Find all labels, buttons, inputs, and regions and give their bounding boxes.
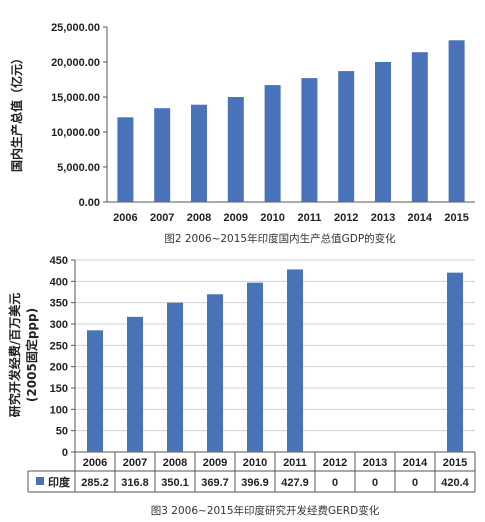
- gdp-x-tick-label: 2011: [297, 212, 321, 224]
- gdp-bar: [227, 97, 244, 202]
- gdp-x-tick-label: 2014: [408, 212, 433, 224]
- gerd-y-tick-label: 0: [62, 447, 68, 459]
- gdp-bars: [117, 40, 465, 203]
- gerd-x-tick-label: 2014: [403, 457, 428, 469]
- gdp-bar: [191, 104, 207, 202]
- gerd-y-tick-label: 200: [50, 362, 68, 374]
- gerd-table-value: 0: [372, 477, 378, 489]
- gdp-y-ticks: 0.00 5,000.00 10,000.00 15,000.00 20,000.00 2…: [51, 22, 107, 209]
- gdp-caption: 图2 2006~2015年印度国内生产总值GDP的变化: [164, 232, 396, 245]
- gdp-bar: [448, 40, 465, 202]
- gerd-x-tick-label: 2010: [243, 457, 267, 469]
- gdp-x-tick-label: 2015: [444, 212, 468, 224]
- gdp-x-tick-label: 2008: [187, 212, 211, 224]
- gerd-table-value: 369.7: [201, 477, 229, 489]
- gerd-bar: [247, 282, 263, 452]
- gerd-caption: 图3 2006~2015年印度研究开发经费GERD变化: [151, 504, 380, 517]
- gerd-x-tick-label: 2006: [83, 457, 107, 469]
- gerd-x-tick-label: 2008: [163, 457, 187, 469]
- gerd-y-tick-label: 350: [50, 298, 68, 310]
- gerd-y-tick-label: 400: [50, 276, 68, 288]
- gerd-bar: [287, 269, 303, 452]
- gerd-x-tick-label: 2011: [283, 457, 307, 469]
- gerd-bar: [87, 330, 103, 452]
- gerd-bar: [127, 316, 143, 452]
- gerd-table-value: 350.1: [161, 477, 189, 489]
- gdp-bar: [338, 71, 355, 202]
- gdp-y-tick-label: 15,000.00: [51, 92, 100, 104]
- gerd-bar: [167, 302, 183, 452]
- gerd-y-tick-label: 300: [50, 319, 68, 331]
- gerd-y-tick-label: 250: [50, 340, 68, 352]
- gerd-table-value: 427.9: [281, 477, 309, 489]
- gdp-chart: 0.00 5,000.00 10,000.00 15,000.00 20,000.00 2…: [9, 22, 475, 245]
- gdp-bar: [411, 52, 428, 203]
- gerd-legend-key: [36, 477, 44, 485]
- gdp-bar: [154, 108, 171, 202]
- gdp-y-tick-label: 25,000.00: [51, 22, 100, 34]
- gerd-x-tick-label: 2012: [323, 457, 347, 469]
- gerd-y-ticks: 0 50 100 150 200 250 300 350 400 450: [50, 255, 75, 459]
- gerd-bars: [87, 269, 463, 452]
- gdp-x-tick-label: 2007: [150, 212, 174, 224]
- gdp-x-tick-label: 2006: [113, 212, 137, 224]
- gdp-bar: [117, 117, 134, 202]
- gerd-table-value: 0: [412, 477, 418, 489]
- gdp-y-tick-label: 0.00: [79, 197, 100, 209]
- gerd-x-tick-label: 2007: [123, 457, 147, 469]
- gdp-x-tick-label: 2009: [224, 212, 248, 224]
- gerd-bar: [447, 272, 463, 452]
- gdp-bar: [264, 85, 281, 202]
- gerd-table-value: 285.2: [81, 477, 109, 489]
- gdp-x-tick-label: 2013: [371, 212, 395, 224]
- gerd-legend-label: 印度: [48, 475, 71, 489]
- gerd-y-tick-label: 450: [50, 255, 68, 267]
- gerd-data-table: 2006 285.2 2007 316.8 2008 350.1 2009 369.7 2010…: [27, 452, 476, 493]
- gdp-x-tick-label: 2012: [334, 212, 358, 224]
- gerd-x-tick-label: 2009: [203, 457, 227, 469]
- gerd-table-value: 420.4: [441, 477, 469, 489]
- gerd-y-tick-label: 50: [56, 426, 68, 438]
- gdp-x-tick-label: 2010: [260, 212, 284, 224]
- gerd-table-value: 396.9: [241, 477, 269, 489]
- gdp-y-tick-label: 5,000.00: [57, 162, 100, 174]
- gerd-y-tick-label: 150: [50, 383, 68, 395]
- gerd-y-tick-label: 100: [50, 404, 68, 416]
- gdp-bar: [301, 78, 318, 202]
- gerd-x-tick-label: 2015: [443, 457, 467, 469]
- gdp-x-ticks: 2006 2007 2008 2009 2010 2011 2012 2013 2014 2015: [113, 212, 469, 224]
- gerd-bar: [207, 294, 223, 452]
- gdp-y-axis-title: 国内生产总值（亿元）: [9, 52, 24, 172]
- gdp-y-tick-label: 20,000.00: [51, 57, 100, 69]
- gdp-bar: [375, 62, 391, 202]
- gerd-table-value: 0: [332, 477, 338, 489]
- gerd-y-axis-title-line2: (2005固定ppp): [24, 308, 39, 402]
- gerd-x-tick-label: 2013: [363, 457, 387, 469]
- gerd-table-value: 316.8: [121, 477, 149, 489]
- gerd-y-axis-title-line1: 研究开发经费/百万美元: [7, 293, 22, 417]
- gdp-y-tick-label: 10,000.00: [51, 127, 100, 139]
